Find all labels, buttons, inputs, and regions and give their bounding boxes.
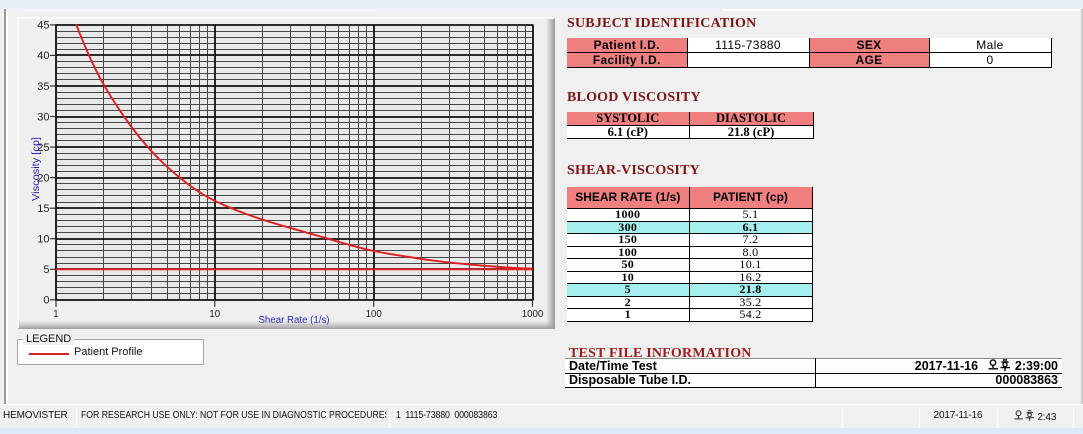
svg-text:5: 5 <box>43 264 49 276</box>
svg-text:1: 1 <box>53 309 58 320</box>
svg-text:25: 25 <box>37 142 49 154</box>
svg-text:0: 0 <box>43 295 49 307</box>
svg-text:Viscosity [cp]: Viscosity [cp] <box>31 137 42 201</box>
svg-text:40: 40 <box>37 50 49 62</box>
svg-text:10: 10 <box>37 234 49 246</box>
svg-text:10: 10 <box>209 309 220 320</box>
svg-text:20: 20 <box>37 172 49 184</box>
svg-text:45: 45 <box>37 20 49 32</box>
svg-text:35: 35 <box>37 81 49 93</box>
svg-text:1000: 1000 <box>522 309 544 320</box>
svg-text:15: 15 <box>37 203 49 215</box>
svg-text:Shear Rate (1/s): Shear Rate (1/s) <box>258 315 329 326</box>
svg-text:30: 30 <box>37 111 49 123</box>
svg-text:100: 100 <box>366 309 383 320</box>
